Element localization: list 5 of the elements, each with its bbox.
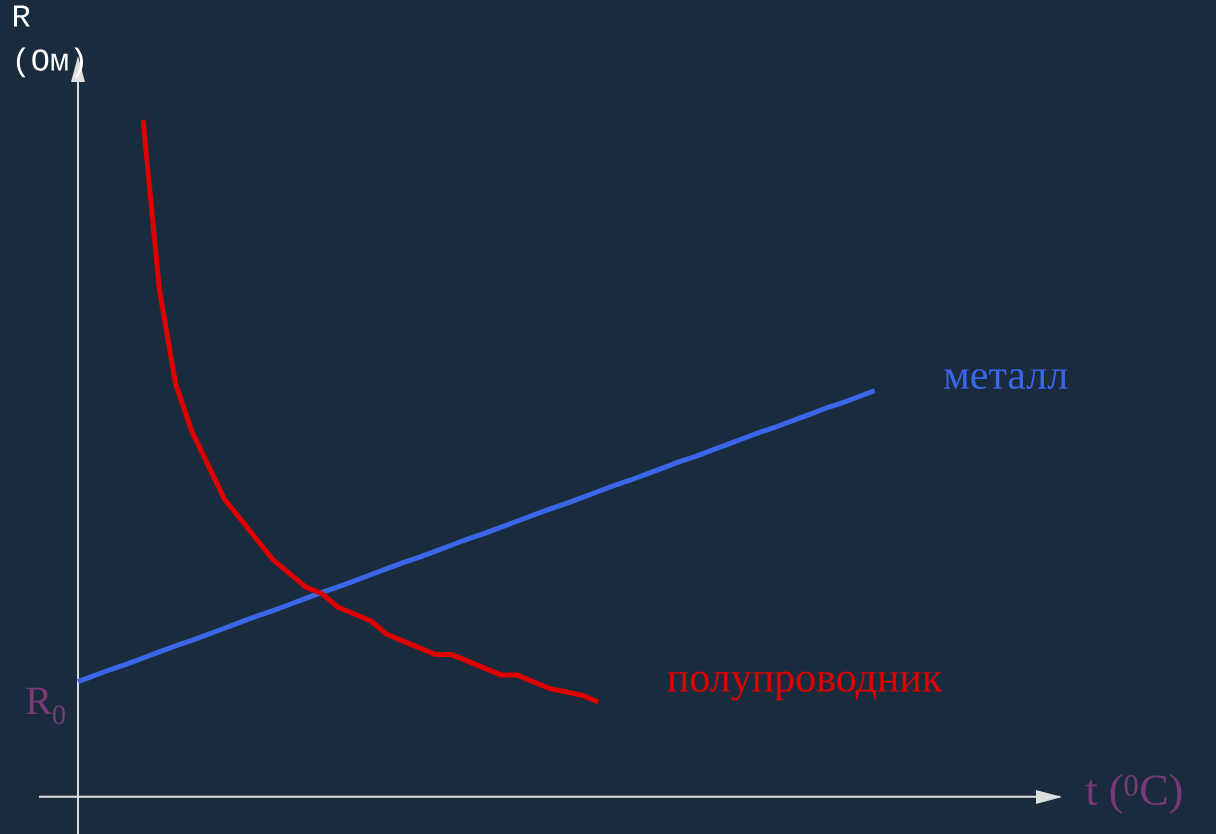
x-axis-title: t ($^{0}$C) [1085, 774, 1182, 814]
series-label: полупроводник [667, 671, 943, 701]
y-axis-title: R (Ом) [14, 5, 83, 78]
series-label: металл [944, 368, 1068, 390]
text: R$_{0}$ [26, 687, 65, 725]
